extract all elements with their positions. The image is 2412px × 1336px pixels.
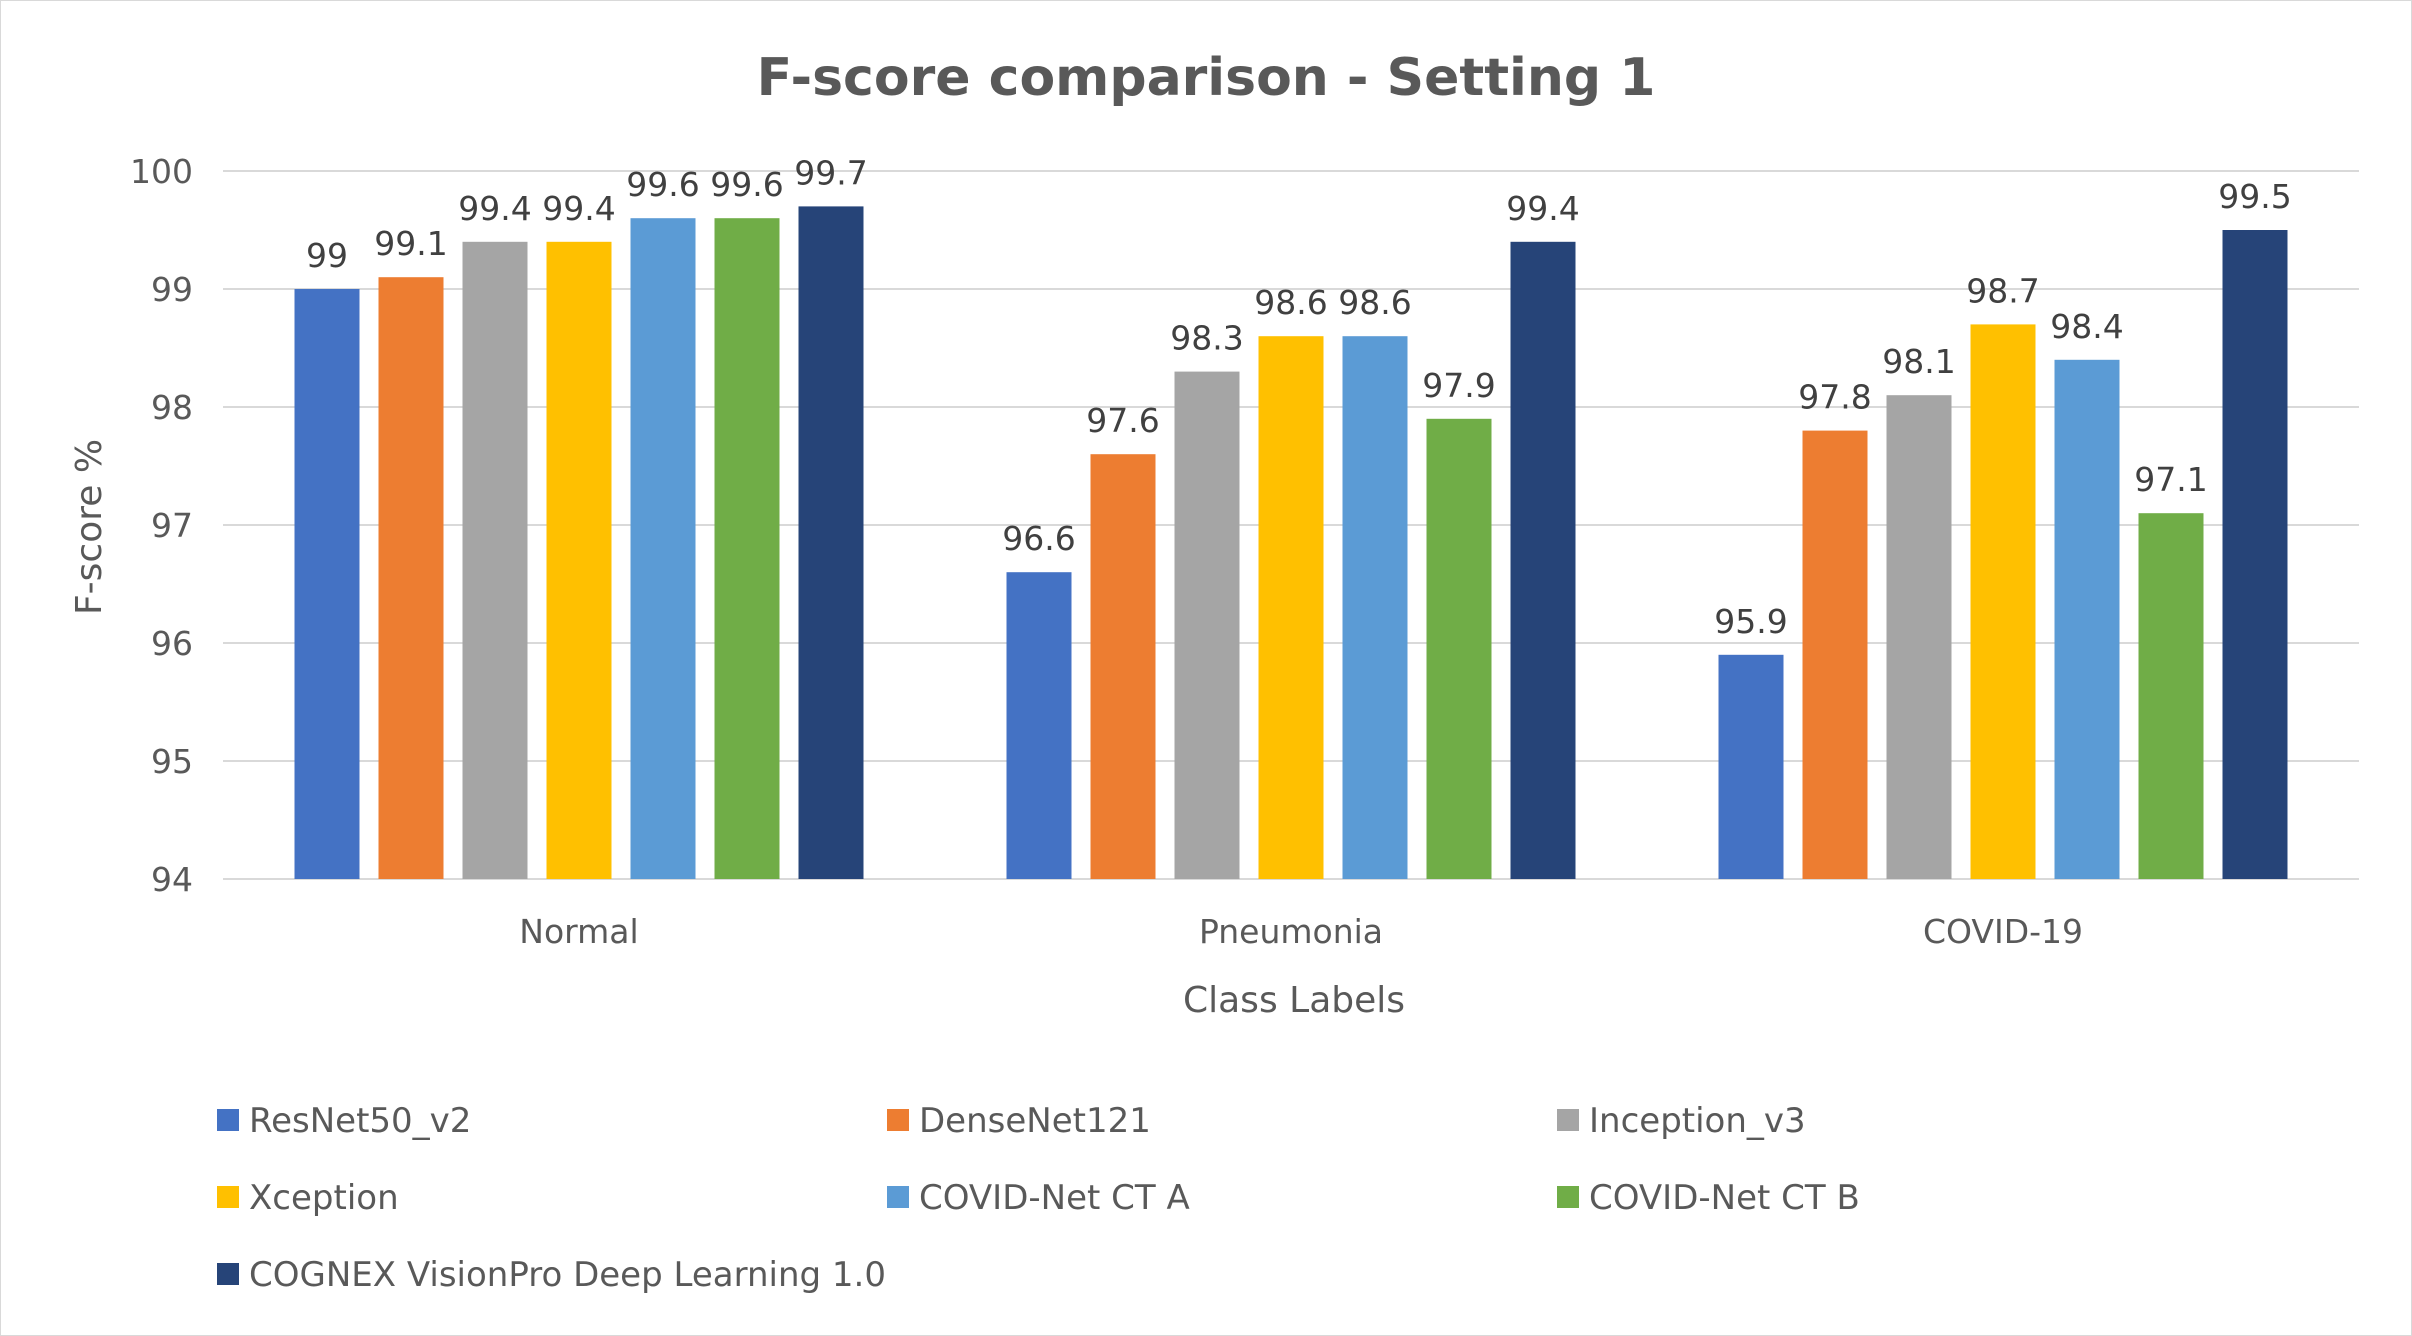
legend-swatch bbox=[217, 1263, 239, 1285]
bar bbox=[546, 241, 612, 880]
bar bbox=[1718, 654, 1784, 879]
bar bbox=[2138, 513, 2204, 879]
data-label: 98.4 bbox=[2050, 307, 2123, 346]
data-label: 98.1 bbox=[1882, 342, 1955, 381]
bar bbox=[1174, 371, 1240, 879]
legend-label: Inception_v3 bbox=[1589, 1101, 1806, 1141]
data-label: 97.1 bbox=[2134, 460, 2207, 499]
y-tick-label: 95 bbox=[151, 742, 193, 781]
bar bbox=[1006, 572, 1072, 879]
bar bbox=[630, 218, 696, 879]
bar bbox=[798, 206, 864, 879]
legend-label: COVID-Net CT B bbox=[1589, 1178, 1860, 1218]
legend-swatch bbox=[1557, 1186, 1579, 1208]
bar bbox=[1970, 324, 2036, 879]
data-label: 99.7 bbox=[794, 153, 867, 192]
y-tick-label: 96 bbox=[151, 624, 193, 663]
data-label: 98.3 bbox=[1170, 319, 1243, 358]
data-label: 99.4 bbox=[542, 189, 615, 228]
data-label: 99.4 bbox=[1506, 189, 1579, 228]
x-axis-ticks: Normal Pneumonia COVID-19 bbox=[519, 912, 2083, 951]
bars bbox=[294, 206, 2288, 880]
legend-swatch bbox=[887, 1186, 909, 1208]
legend-swatch bbox=[217, 1186, 239, 1208]
legend-label: COGNEX VisionPro Deep Learning 1.0 bbox=[249, 1255, 886, 1295]
bar bbox=[1426, 418, 1492, 879]
x-axis-title: Class Labels bbox=[1183, 980, 1405, 1021]
y-tick-label: 100 bbox=[130, 152, 193, 191]
data-label: 97.8 bbox=[1798, 378, 1871, 417]
x-tick-label: Pneumonia bbox=[1199, 912, 1383, 951]
data-label: 99 bbox=[306, 236, 348, 275]
y-axis-ticks: 94 95 96 97 98 99 100 bbox=[130, 152, 193, 899]
bar bbox=[1258, 336, 1324, 879]
y-tick-label: 98 bbox=[151, 388, 193, 427]
data-label: 95.9 bbox=[1714, 602, 1787, 641]
y-tick-label: 94 bbox=[151, 860, 193, 899]
y-tick-label: 99 bbox=[151, 270, 193, 309]
bar bbox=[294, 289, 360, 879]
legend-swatch bbox=[1557, 1109, 1579, 1131]
data-label: 97.6 bbox=[1086, 401, 1159, 440]
bar bbox=[378, 277, 444, 879]
data-label: 98.6 bbox=[1338, 283, 1411, 322]
legend-label: ResNet50_v2 bbox=[249, 1101, 471, 1141]
bar bbox=[1802, 430, 1868, 879]
data-label: 99.1 bbox=[374, 224, 447, 263]
bar bbox=[462, 241, 528, 880]
y-axis-title: F-score % bbox=[69, 439, 110, 615]
data-label: 99.6 bbox=[626, 165, 699, 204]
bar bbox=[2222, 230, 2288, 879]
bar bbox=[1090, 454, 1156, 879]
x-tick-label: COVID-19 bbox=[1923, 912, 2083, 951]
chart-title: F-score comparison - Setting 1 bbox=[757, 48, 1656, 108]
legend-swatch bbox=[217, 1109, 239, 1131]
bar bbox=[714, 218, 780, 879]
legend-label: Xception bbox=[249, 1178, 399, 1218]
x-tick-label: Normal bbox=[519, 912, 638, 951]
y-tick-label: 97 bbox=[151, 506, 193, 545]
data-label: 98.6 bbox=[1254, 283, 1327, 322]
data-label: 98.7 bbox=[1966, 271, 2039, 310]
data-label: 96.6 bbox=[1002, 519, 1075, 558]
legend-label: COVID-Net CT A bbox=[919, 1178, 1190, 1218]
data-label: 97.9 bbox=[1422, 366, 1495, 405]
data-labels: 99 99.1 99.4 99.4 99.6 99.6 99.7 96.6 97.6 98.3 98… bbox=[306, 153, 2292, 640]
bar bbox=[1342, 336, 1408, 879]
legend-swatch bbox=[887, 1109, 909, 1131]
bar bbox=[1886, 395, 1952, 879]
legend-label: DenseNet121 bbox=[919, 1101, 1151, 1141]
legend: ResNet50_v2 DenseNet121 Inception_v3 Xcepti… bbox=[217, 1101, 1860, 1295]
bar bbox=[2054, 359, 2120, 879]
bar bbox=[1510, 241, 1576, 880]
data-label: 99.5 bbox=[2218, 177, 2291, 216]
data-label: 99.6 bbox=[710, 165, 783, 204]
data-label: 99.4 bbox=[458, 189, 531, 228]
